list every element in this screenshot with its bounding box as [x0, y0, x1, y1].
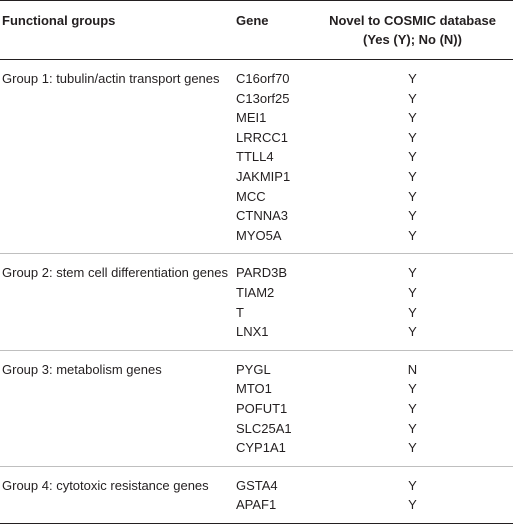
group-cell: Group 3: metabolism genes [0, 350, 236, 466]
novel-value: Y [408, 208, 417, 224]
gene-name: APAF1 [236, 497, 277, 513]
gene-name: C13orf25 [236, 90, 290, 106]
group-row-2: Group 2: stem cell differentiation genes… [0, 253, 513, 350]
novel-cell: N Y Y Y Y [316, 350, 513, 466]
group-name: Group 2: stem cell differentiation genes [2, 265, 228, 281]
header-novel-to-cosmic: Novel to COSMIC database (Yes (Y); No (N… [329, 13, 496, 47]
novel-value: Y [408, 110, 417, 126]
novel-list: Y Y Y Y Y Y Y Y Y [316, 60, 513, 253]
gene-name: MCC [236, 188, 266, 204]
gene-name: PYGL [236, 361, 271, 377]
gene-cell: C16orf70 C13orf25 MEI1 LRRCC1 TTLL4 JAKM… [236, 60, 316, 254]
novel-value: Y [408, 71, 417, 86]
novel-list: Y Y Y Y [316, 254, 513, 349]
group-name: Group 3: metabolism genes [2, 361, 162, 377]
gene-name: MEI1 [236, 110, 267, 126]
novel-value: Y [408, 90, 417, 106]
novel-value: Y [408, 188, 417, 204]
gene-cell: GSTA4 APAF1 [236, 466, 316, 523]
novel-list: N Y Y Y Y [316, 351, 513, 466]
gene-name: MYO5A [236, 227, 282, 243]
group-name: Group 4: cytotoxic resistance genes [2, 477, 209, 493]
novel-cell: Y Y Y Y Y Y Y Y Y [316, 60, 513, 254]
gene-name: LRRCC1 [236, 129, 289, 145]
group-row-1: Group 1: tubulin/actin transport genes C… [0, 60, 513, 254]
novel-value: Y [408, 324, 417, 340]
header-row: Functional groups Gene Novel to COSMIC d… [0, 0, 513, 60]
novel-value: Y [408, 304, 417, 320]
gene-name: TTLL4 [236, 149, 274, 165]
novel-cell: Y Y Y Y [316, 254, 513, 350]
novel-cell: Y Y [316, 466, 513, 523]
gene-list: PARD3B TIAM2 T LNX1 [236, 254, 316, 349]
novel-value: Y [408, 497, 417, 513]
gene-list: PYGL MTO1 POFUT1 SLC25A1 CYP1A1 [236, 351, 316, 466]
group-name: Group 1: tubulin/actin transport genes [2, 71, 220, 86]
group-cell: Group 4: cytotoxic resistance genes [0, 466, 236, 523]
novel-value: Y [408, 129, 417, 145]
novel-value: Y [408, 477, 417, 493]
novel-value: Y [408, 400, 417, 416]
group-cell: Group 2: stem cell differentiation genes [0, 254, 236, 350]
gene-name: C16orf70 [236, 71, 290, 86]
header-functional-groups: Functional groups [2, 13, 116, 28]
gene-name: MTO1 [236, 381, 272, 397]
gene-name: PARD3B [236, 265, 288, 281]
gene-name: CYP1A1 [236, 440, 286, 456]
novel-list: Y Y [316, 467, 513, 523]
table-body: Group 1: tubulin/actin transport genes C… [0, 60, 513, 524]
novel-value: Y [408, 149, 417, 165]
novel-value: Y [408, 284, 417, 300]
gene-name: TIAM2 [236, 284, 275, 300]
gene-name: T [236, 304, 244, 320]
gene-name: CTNNA3 [236, 208, 289, 224]
novel-value: Y [408, 265, 417, 281]
gene-name: JAKMIP1 [236, 168, 291, 184]
novel-value: Y [408, 440, 417, 456]
novel-value: Y [408, 420, 417, 436]
novel-value: Y [408, 168, 417, 184]
gene-name: POFUT1 [236, 400, 288, 416]
gene-cell: PARD3B TIAM2 T LNX1 [236, 254, 316, 350]
group-row-3: Group 3: metabolism genes PYGL MTO1 POFU… [0, 350, 513, 466]
group-cell: Group 1: tubulin/actin transport genes [0, 60, 236, 254]
header-gene: Gene [236, 13, 269, 28]
gene-cell: PYGL MTO1 POFUT1 SLC25A1 CYP1A1 [236, 350, 316, 466]
gene-list: GSTA4 APAF1 [236, 467, 316, 523]
gene-list: C16orf70 C13orf25 MEI1 LRRCC1 TTLL4 JAKM… [236, 60, 316, 253]
gene-name: LNX1 [236, 324, 269, 340]
novel-value: N [407, 361, 418, 377]
novel-value: Y [408, 381, 417, 397]
gene-name: GSTA4 [236, 477, 278, 493]
gene-name: SLC25A1 [236, 420, 292, 436]
group-row-4: Group 4: cytotoxic resistance genes GSTA… [0, 466, 513, 524]
table-header: Functional groups Gene Novel to COSMIC d… [0, 0, 513, 60]
novel-value: Y [408, 227, 417, 243]
